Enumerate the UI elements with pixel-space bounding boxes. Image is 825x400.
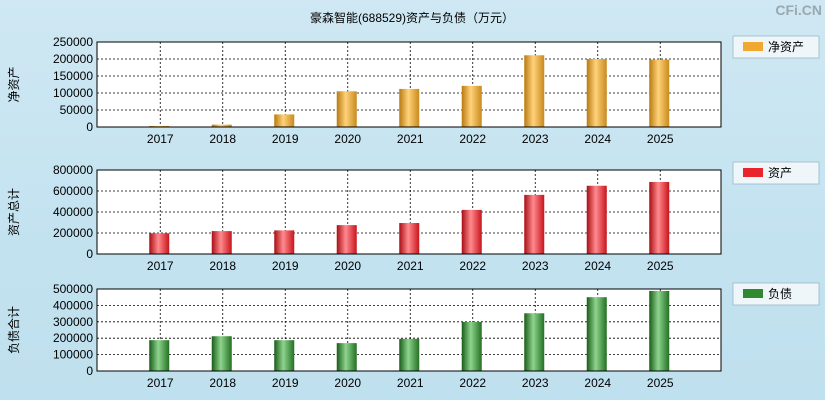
legend-label: 资产: [768, 166, 792, 180]
bar-2024: [586, 185, 607, 254]
bar-2024: [586, 59, 607, 127]
x-tick-label: 2018: [209, 259, 236, 273]
y-axis-label: 负债合计: [6, 306, 21, 354]
x-tick-label: 2019: [272, 259, 299, 273]
y-tick-label: 0: [86, 247, 93, 261]
bar-2022: [461, 209, 482, 254]
legend-box: [732, 161, 820, 185]
x-tick-label: 2019: [272, 376, 299, 390]
x-tick-label: 2023: [522, 376, 549, 390]
x-tick-label: 2024: [584, 132, 611, 146]
x-tick-label: 2021: [397, 376, 424, 390]
x-tick-label: 2025: [647, 376, 674, 390]
bar-2020: [336, 225, 357, 254]
bar-2025: [649, 290, 670, 371]
y-tick-label: 600000: [53, 184, 93, 198]
bar-2022: [461, 85, 482, 127]
x-tick-label: 2018: [209, 376, 236, 390]
legend-swatch: [743, 42, 763, 51]
y-tick-label: 0: [86, 120, 93, 134]
bar-2021: [399, 88, 420, 127]
bar-2023: [524, 55, 545, 128]
x-tick-label: 2018: [209, 132, 236, 146]
x-tick-label: 2020: [334, 132, 361, 146]
legend-label: 净资产: [768, 40, 804, 54]
x-tick-label: 2023: [522, 132, 549, 146]
x-tick-label: 2020: [334, 376, 361, 390]
plot-border: [96, 288, 722, 372]
bar-2022: [461, 321, 482, 371]
y-tick-label: 50000: [60, 103, 94, 117]
y-tick-label: 400000: [53, 298, 93, 312]
bar-2023: [524, 194, 545, 254]
y-tick-label: 300000: [53, 315, 93, 329]
bar-2018: [211, 124, 232, 127]
x-tick-label: 2021: [397, 259, 424, 273]
x-tick-label: 2017: [147, 259, 174, 273]
bar-2021: [399, 223, 420, 254]
x-tick-label: 2021: [397, 132, 424, 146]
bar-2025: [649, 181, 670, 254]
y-tick-label: 100000: [53, 348, 93, 362]
bar-2024: [586, 297, 607, 371]
bar-2017: [149, 340, 170, 371]
x-tick-label: 2017: [147, 376, 174, 390]
bar-2018: [211, 231, 232, 254]
x-tick-label: 2025: [647, 132, 674, 146]
bar-2025: [649, 59, 670, 127]
chart-title: 豪森智能(688529)资产与负债（万元）: [310, 10, 514, 25]
y-tick-label: 200000: [53, 331, 93, 345]
x-tick-label: 2024: [584, 376, 611, 390]
bar-2021: [399, 338, 420, 371]
legend-swatch: [743, 168, 763, 177]
x-tick-label: 2023: [522, 259, 549, 273]
bar-2018: [211, 336, 232, 371]
watermark: CFi.CN: [775, 2, 822, 18]
bar-2017: [149, 233, 170, 254]
y-tick-label: 200000: [53, 226, 93, 240]
x-tick-label: 2024: [584, 259, 611, 273]
bar-2023: [524, 313, 545, 371]
bar-2019: [274, 340, 295, 371]
legend-liabilities: 负债: [732, 282, 820, 306]
y-tick-label: 0: [86, 364, 93, 378]
bar-2019: [274, 114, 295, 127]
x-tick-label: 2017: [147, 132, 174, 146]
legend-swatch: [743, 289, 763, 298]
legend-label: 负债: [768, 287, 792, 301]
bar-2020: [336, 343, 357, 371]
panel-assets: 800000 600000 400000 200000 0 2017 2018 2019 202…: [7, 161, 820, 273]
x-tick-label: 2022: [459, 259, 486, 273]
y-tick-label: 500000: [53, 282, 93, 296]
legend-assets: 资产: [732, 161, 820, 185]
y-axis-label: 净资产: [7, 66, 21, 102]
y-tick-label: 100000: [53, 86, 93, 100]
plot-border: [96, 41, 722, 128]
legend-box: [732, 35, 820, 59]
legend-net-assets: 净资产: [732, 35, 820, 59]
y-tick-label: 400000: [53, 205, 93, 219]
y-tick-label: 200000: [53, 52, 93, 66]
y-tick-label: 250000: [53, 35, 93, 49]
panel-liabilities: 500000 400000 300000 200000 100000 0 2017 2018 2…: [6, 282, 820, 390]
x-tick-label: 2022: [459, 132, 486, 146]
y-axis-label: 资产总计: [7, 188, 21, 236]
legend-box: [732, 282, 820, 306]
x-tick-label: 2025: [647, 259, 674, 273]
plot-border: [96, 169, 722, 255]
x-tick-label: 2020: [334, 259, 361, 273]
bar-2019: [274, 230, 295, 254]
panel-net-assets: 250000 200000 150000 100000 50000 0 2017 2018 20…: [7, 35, 820, 146]
x-tick-label: 2022: [459, 376, 486, 390]
y-tick-label: 800000: [53, 163, 93, 177]
y-tick-label: 150000: [53, 69, 93, 83]
x-tick-label: 2019: [272, 132, 299, 146]
bar-2020: [336, 91, 357, 127]
